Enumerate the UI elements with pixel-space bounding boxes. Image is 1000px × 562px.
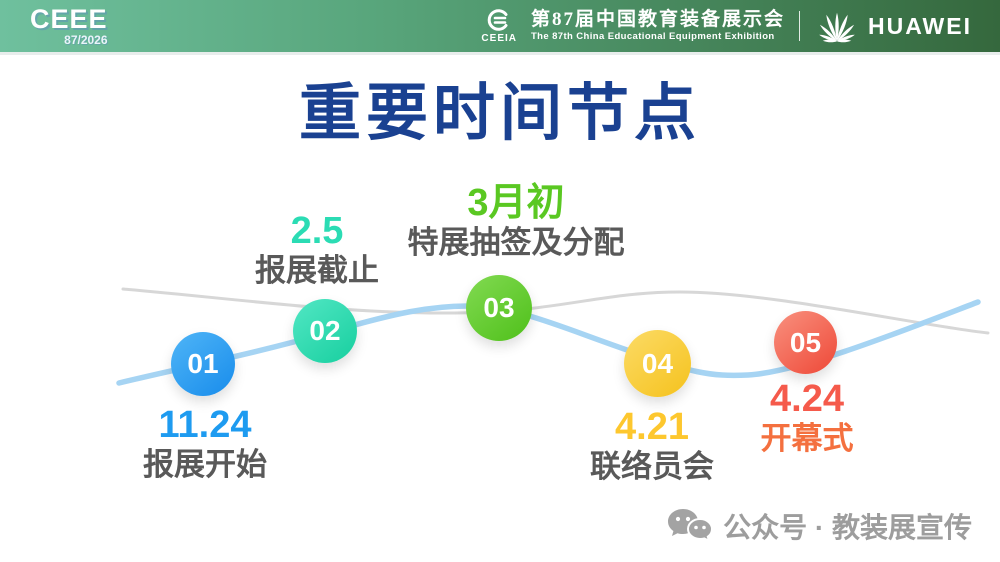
node-text: 联络员会 [590,448,714,484]
timeline-label-01: 11.24 报展开始 [105,404,305,483]
timeline-node-01: 01 [171,332,235,396]
ceeia-logo: CEEIA [481,8,517,44]
timeline-node-05: 05 [774,311,837,374]
exhibition-title-cn: 第87届中国教育装备展示会 [530,9,785,31]
wave-blue [116,299,981,386]
node-text: 报展开始 [143,446,267,482]
header-bottom-strip [0,52,1000,55]
node-date: 3月初 [467,182,565,224]
wave-gray [121,287,990,335]
node-text: 开幕式 [760,420,854,456]
timeline-node-04: 04 [624,330,691,397]
node-date: 4.21 [615,406,689,448]
node-number: 01 [187,348,219,379]
node-number: 03 [483,292,515,323]
exhibition-title: 第87届中国教育装备展示会 The 87th China Educational… [531,10,785,42]
node-date: 4.24 [770,378,844,420]
timeline-label-03: 3月初 特展抽签及分配 [396,182,636,261]
node-number: 04 [641,347,674,379]
timeline-label-04: 4.21 联络员会 [552,406,752,485]
node-date: 2.5 [290,210,344,252]
huawei-flower-icon [819,12,855,43]
header-bar: CEEE 87/2026 CEEIA 第87届中国教育装备展示会 The 87t… [0,0,1000,52]
page-title: 重要时间节点 [298,79,701,148]
node-number: 02 [309,315,341,346]
footer-text: 公众号 · 教装展宣传 [723,512,972,543]
ceee-logo: CEEE 87/2026 [30,4,108,47]
ceeia-icon [487,9,508,31]
node-text: 报展截止 [255,252,379,288]
timeline-label-02: 2.5 报展截止 [217,210,417,289]
header-right-group: CEEIA 第87届中国教育装备展示会 The 87th China Educa… [481,7,972,45]
timeline-label-05: 4.24 开幕式 [707,378,907,457]
huawei-logo: HUAWEI [814,7,972,45]
timeline-node-03: 03 [466,275,532,341]
exhibition-title-en: The 87th China Educational Equipment Exh… [530,31,775,43]
ceee-logo-year: 87/2026 [64,33,108,47]
node-text: 特展抽签及分配 [407,224,625,260]
ceeia-label: CEEIA [481,33,517,44]
header-divider [799,11,800,41]
ceee-logo-text: CEEE [30,4,108,34]
node-date: 11.24 [158,404,252,446]
huawei-label: HUAWEI [868,12,972,39]
wechat-icon [668,509,714,543]
node-number: 05 [789,326,822,358]
footer-watermark: 公众号 · 教装展宣传 [667,506,972,546]
timeline-node-02: 02 [293,299,357,363]
